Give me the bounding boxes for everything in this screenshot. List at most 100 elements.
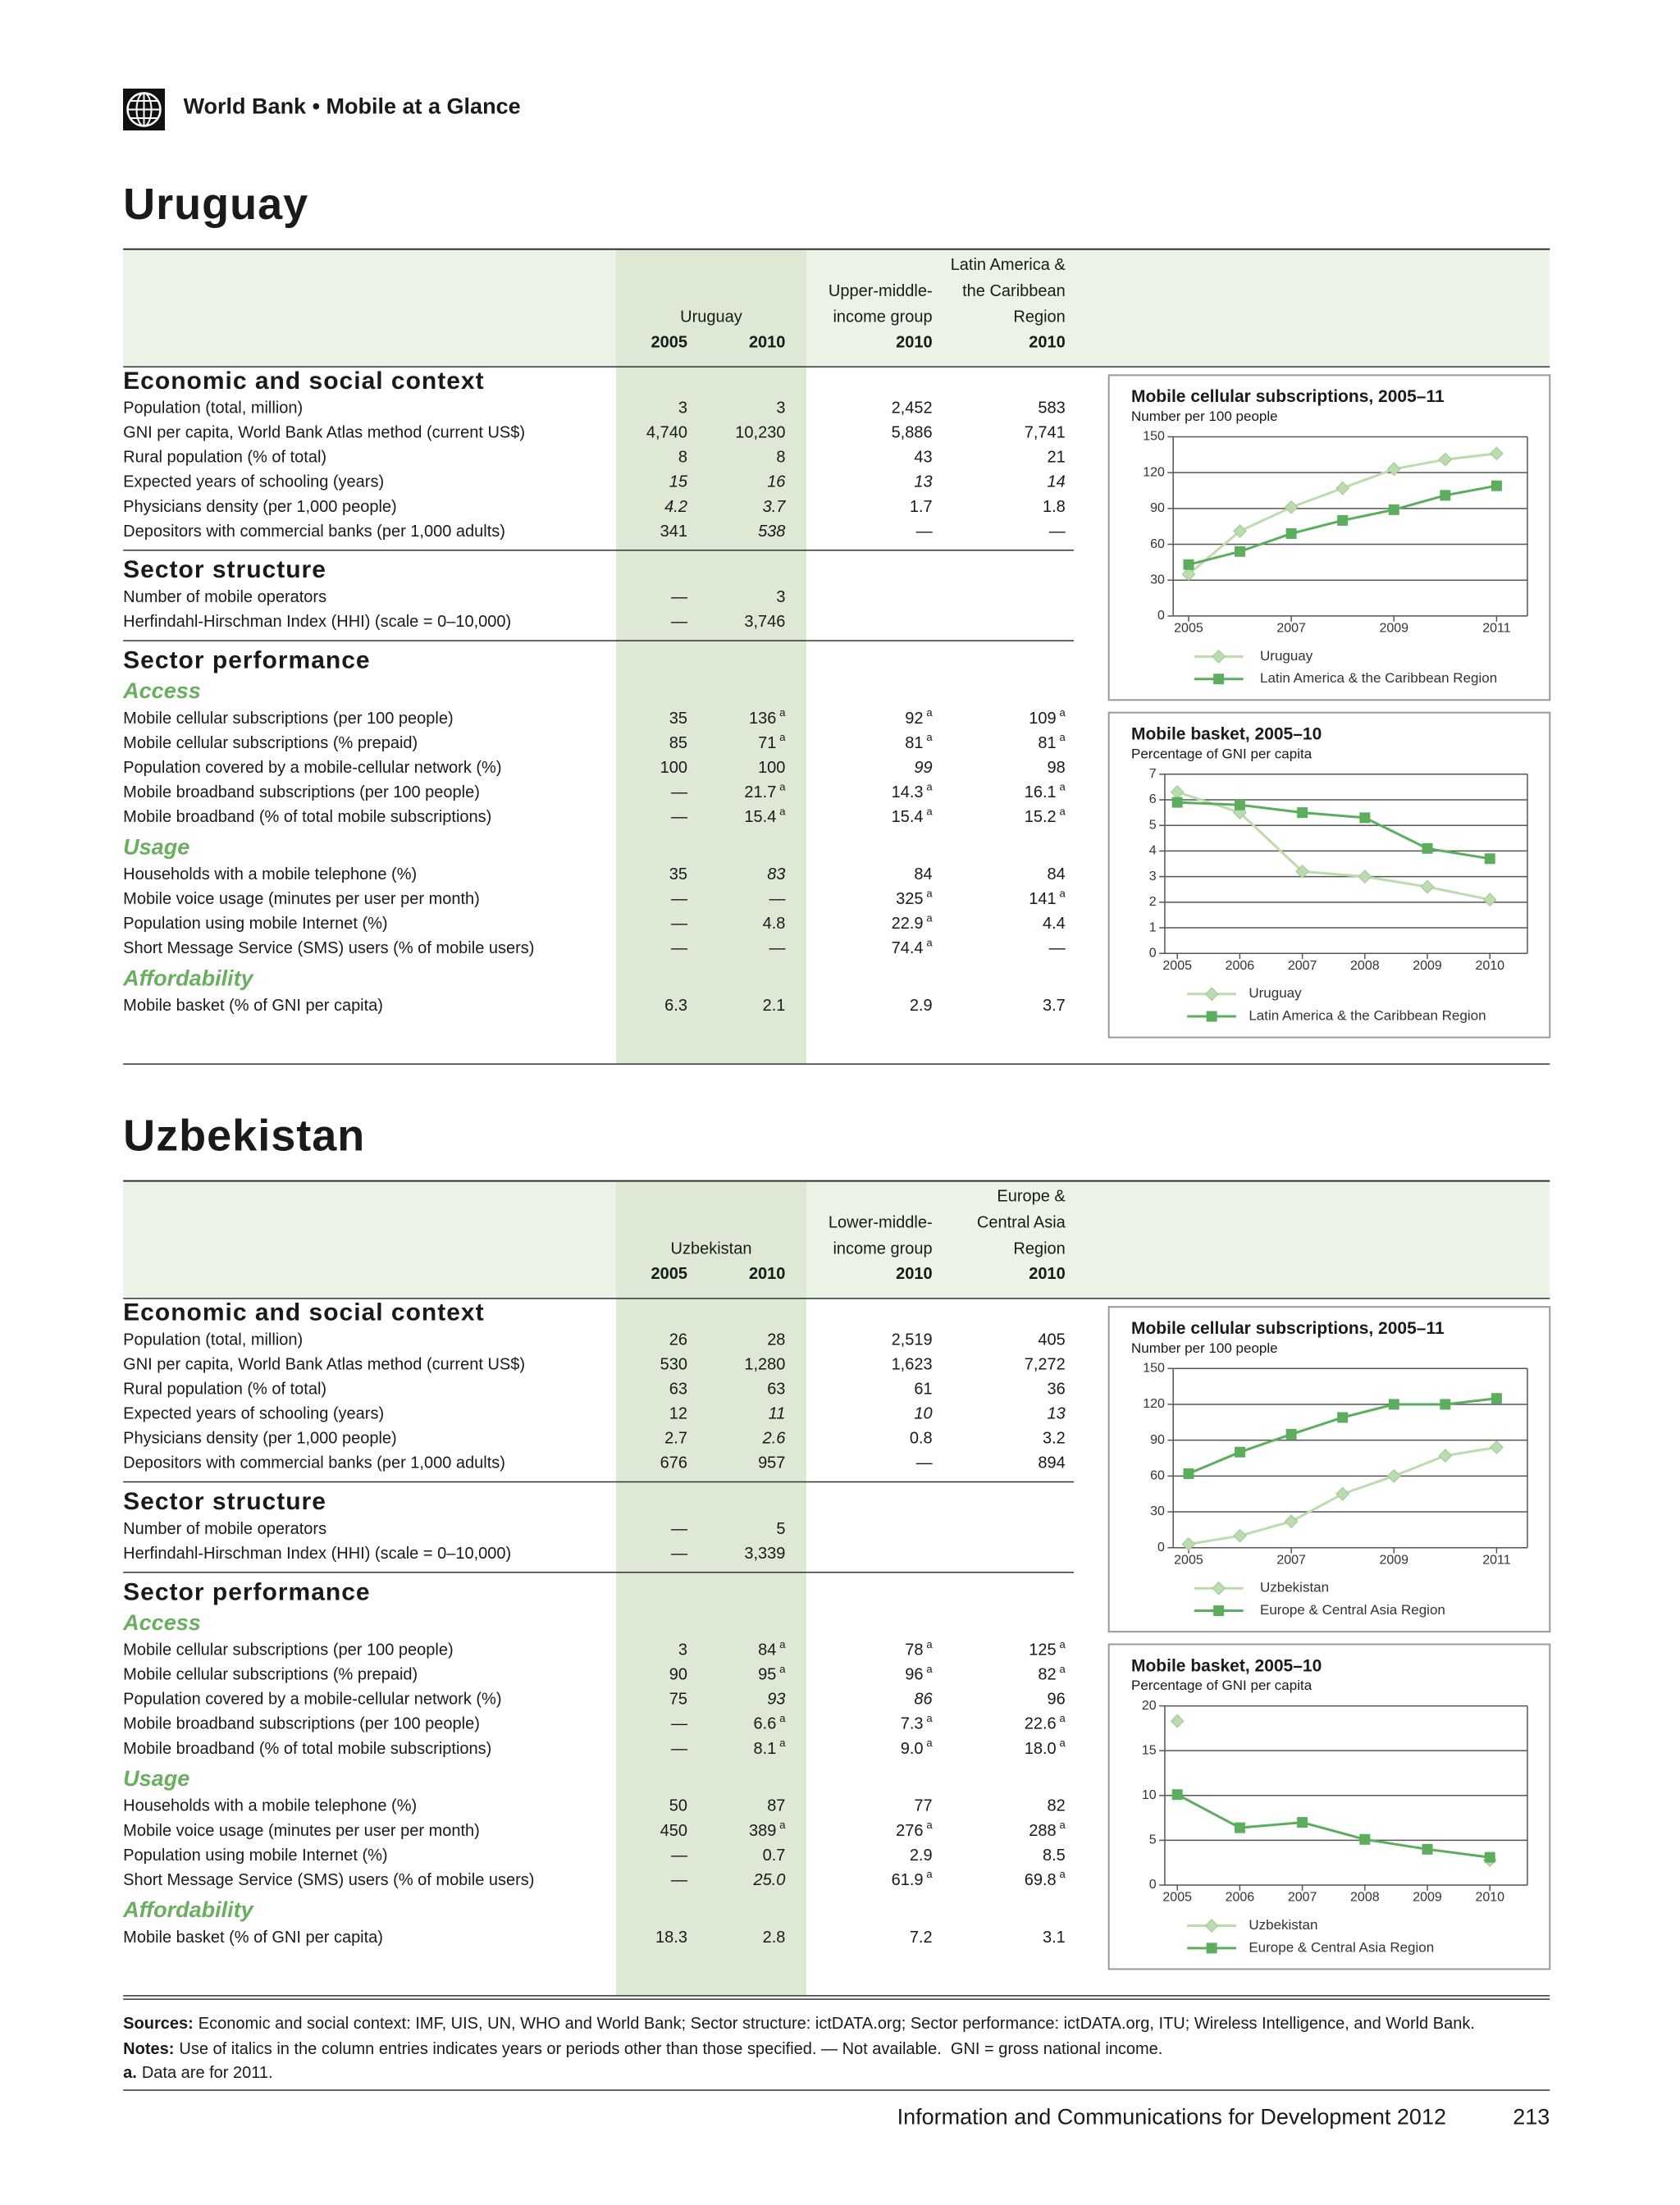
cell-value: 8.1 [754, 1740, 777, 1758]
x-tick-label: 2007 [1276, 1553, 1306, 1567]
cell-value: — [671, 1847, 687, 1865]
cell-value: — [671, 808, 687, 826]
cell-value: 10,230 [735, 424, 785, 442]
cell-note: a [926, 805, 933, 817]
y-tick-label: 30 [1150, 1504, 1165, 1518]
cell-note: a [926, 1712, 933, 1724]
chart-subtitle: Percentage of GNI per capita [1131, 746, 1312, 761]
series-line [1176, 791, 1491, 902]
block-heading: Affordability [122, 1897, 254, 1922]
column-year: 2010 [749, 1265, 786, 1283]
x-tick-label: 2010 [1475, 959, 1504, 973]
column-year: 2005 [651, 1265, 687, 1283]
marker [1422, 842, 1433, 854]
chart-title: Mobile basket, 2005–10 [1131, 1656, 1322, 1675]
cell-value: 28 [767, 1331, 785, 1349]
row-label: Mobile broadband subscriptions (per 100 … [123, 783, 480, 801]
x-tick-label: 2005 [1162, 959, 1192, 973]
cell-value: 22.9 [892, 915, 924, 933]
cell-value: 85 [669, 734, 687, 752]
cell-value: 0.7 [763, 1847, 786, 1865]
marker [1440, 1399, 1451, 1410]
row-label: Physicians density (per 1,000 people) [123, 498, 397, 516]
column-header: Uruguay [680, 308, 742, 326]
cell-value: 7.3 [901, 1715, 924, 1733]
column-header: Central Asia [977, 1214, 1066, 1232]
y-tick-label: 150 [1143, 430, 1165, 444]
cell-value: 4.4 [1043, 915, 1066, 933]
y-tick-label: 3 [1149, 870, 1157, 883]
cell-value: 538 [758, 523, 785, 541]
marker [1213, 673, 1225, 685]
row-label: Mobile broadband (% of total mobile subs… [123, 808, 491, 826]
country-title: Uzbekistan [123, 1112, 365, 1161]
y-tick-label: 0 [1157, 1541, 1165, 1554]
cell-note: a [926, 1638, 933, 1650]
chart-subtitle: Percentage of GNI per capita [1131, 1678, 1312, 1693]
column-year: 2010 [1029, 333, 1066, 351]
cell-note: a [1060, 780, 1066, 792]
cell-value: 389 [749, 1822, 776, 1840]
row-label: Mobile broadband subscriptions (per 100 … [123, 1715, 480, 1733]
marker [1388, 1399, 1399, 1410]
marker [1212, 1581, 1226, 1596]
marker [1234, 1822, 1245, 1833]
cell-value: — [671, 1740, 687, 1758]
cell-note: a [926, 887, 933, 899]
cell-value: — [671, 783, 687, 801]
cell-value: 136 [749, 710, 776, 728]
cell-value: — [769, 939, 785, 957]
marker [1234, 799, 1245, 810]
cell-value: 43 [914, 449, 932, 467]
cell-value: 676 [660, 1454, 687, 1472]
cell-value: 894 [1038, 1454, 1065, 1472]
row-label: Physicians density (per 1,000 people) [123, 1430, 397, 1448]
chart-frame [1107, 1643, 1551, 1970]
cell-value: 92 [905, 710, 923, 728]
legend-label: Europe & Central Asia Region [1260, 1602, 1445, 1618]
cell-value: 90 [669, 1666, 687, 1684]
cell-value: 341 [660, 523, 687, 541]
cell-value: 8 [678, 449, 687, 467]
cell-value: — [1049, 523, 1066, 541]
series-line [1177, 801, 1491, 861]
cell-value: 82 [1038, 1666, 1056, 1684]
cell-value: 7.2 [910, 1929, 933, 1947]
cell-note: a [779, 1737, 786, 1749]
footnote-label: Sources: [123, 2015, 194, 2033]
x-tick-label: 2005 [1174, 622, 1203, 636]
cell-value: — [671, 915, 687, 933]
chart-title: Mobile basket, 2005–10 [1131, 725, 1322, 744]
cell-note: a [1060, 1663, 1066, 1675]
cell-value: — [671, 613, 687, 631]
row-label: Mobile cellular subscriptions (per 100 p… [123, 1641, 453, 1659]
block-heading: Usage [123, 1766, 189, 1791]
marker [1335, 481, 1350, 495]
cell-note: a [926, 706, 933, 719]
marker [1420, 879, 1435, 894]
cell-note: a [1060, 731, 1066, 743]
row-label: Mobile basket (% of GNI per capita) [123, 1929, 383, 1947]
x-tick-label: 2009 [1413, 1891, 1442, 1905]
marker [1484, 1851, 1495, 1863]
cell-value: 11 [769, 1405, 786, 1423]
row-label: Expected years of schooling (years) [123, 1405, 384, 1423]
block-heading: Access [122, 678, 201, 703]
marker [1206, 1942, 1217, 1954]
group-heading: Sector structure [123, 1488, 326, 1515]
cell-value: 15 [669, 473, 688, 491]
cell-value: 3 [678, 1641, 687, 1659]
block-heading: Usage [123, 834, 189, 859]
marker [1181, 567, 1196, 582]
y-tick-label: 6 [1149, 792, 1157, 806]
header-title: World Bank • Mobile at a Glance [184, 94, 521, 119]
row-label: Population using mobile Internet (%) [123, 1847, 387, 1865]
cell-note: a [1060, 1737, 1066, 1749]
y-tick-label: 2 [1149, 895, 1157, 909]
cell-value: 12 [669, 1405, 687, 1423]
cell-value: 81 [905, 734, 923, 752]
column-header: income group [833, 308, 932, 326]
cell-value: 2.8 [763, 1929, 786, 1947]
cell-value: 78 [905, 1641, 923, 1659]
marker [1170, 1714, 1185, 1728]
